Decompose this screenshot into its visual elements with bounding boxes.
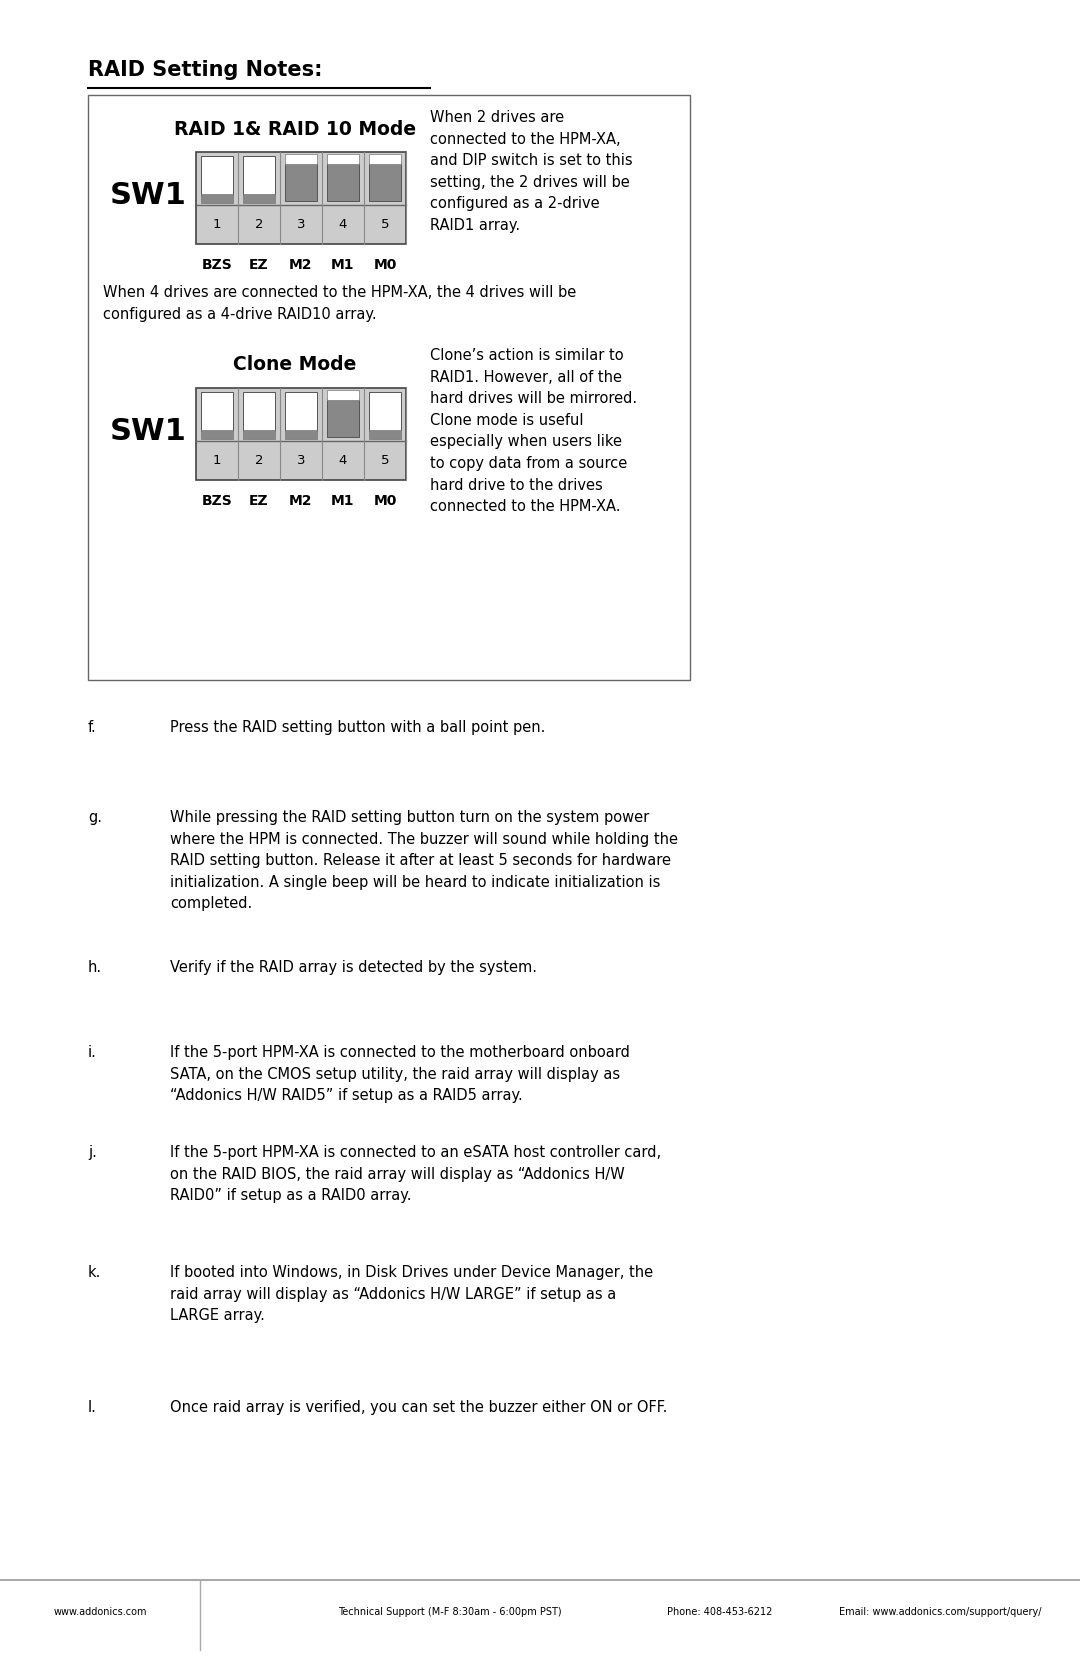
- Text: EZ: EZ: [249, 259, 269, 272]
- Bar: [327, 391, 359, 401]
- Text: Press the RAID setting button with a ball point pen.: Press the RAID setting button with a bal…: [170, 719, 545, 734]
- Text: 1: 1: [213, 454, 221, 467]
- Text: Verify if the RAID array is detected by the system.: Verify if the RAID array is detected by …: [170, 960, 537, 975]
- Bar: [243, 392, 275, 431]
- Text: j.: j.: [87, 1145, 97, 1160]
- Bar: [243, 157, 275, 195]
- Bar: [327, 399, 359, 437]
- Text: 5: 5: [381, 219, 389, 232]
- Bar: [369, 429, 401, 439]
- Text: BZS: BZS: [202, 259, 232, 272]
- Text: M0: M0: [374, 259, 396, 272]
- Text: Email: www.addonics.com/support/query/: Email: www.addonics.com/support/query/: [839, 1607, 1041, 1617]
- Bar: [369, 392, 401, 431]
- Text: f.: f.: [87, 719, 97, 734]
- Bar: [327, 162, 359, 200]
- Bar: [285, 162, 316, 200]
- Bar: [87, 95, 690, 679]
- Text: M0: M0: [374, 494, 396, 507]
- Text: www.addonics.com: www.addonics.com: [53, 1607, 147, 1617]
- Text: i.: i.: [87, 1045, 97, 1060]
- Text: While pressing the RAID setting button turn on the system power
where the HPM is: While pressing the RAID setting button t…: [170, 809, 678, 911]
- Text: Technical Support (M-F 8:30am - 6:00pm PST): Technical Support (M-F 8:30am - 6:00pm P…: [338, 1607, 562, 1617]
- Text: SW1: SW1: [109, 180, 187, 210]
- Text: h.: h.: [87, 960, 103, 975]
- Text: M1: M1: [332, 494, 354, 507]
- Text: 1: 1: [213, 219, 221, 232]
- Text: Clone Mode: Clone Mode: [233, 355, 356, 374]
- Bar: [285, 154, 316, 164]
- Bar: [201, 392, 233, 431]
- Bar: [201, 194, 233, 204]
- Bar: [243, 194, 275, 204]
- Text: If the 5-port HPM-XA is connected to an eSATA host controller card,
on the RAID : If the 5-port HPM-XA is connected to an …: [170, 1145, 661, 1203]
- Text: 5: 5: [381, 454, 389, 467]
- Text: SW1: SW1: [109, 417, 187, 447]
- Bar: [285, 429, 316, 439]
- Text: 2: 2: [255, 454, 264, 467]
- Text: When 2 drives are
connected to the HPM-XA,
and DIP switch is set to this
setting: When 2 drives are connected to the HPM-X…: [430, 110, 633, 234]
- Text: Clone’s action is similar to
RAID1. However, all of the
hard drives will be mirr: Clone’s action is similar to RAID1. Howe…: [430, 349, 637, 514]
- Bar: [243, 429, 275, 439]
- Text: When 4 drives are connected to the HPM-XA, the 4 drives will be
configured as a : When 4 drives are connected to the HPM-X…: [103, 285, 577, 322]
- Bar: [201, 157, 233, 195]
- Text: M2: M2: [289, 259, 313, 272]
- Text: If the 5-port HPM-XA is connected to the motherboard onboard
SATA, on the CMOS s: If the 5-port HPM-XA is connected to the…: [170, 1045, 630, 1103]
- Text: 3: 3: [297, 219, 306, 232]
- Bar: [195, 152, 406, 244]
- Text: EZ: EZ: [249, 494, 269, 507]
- Bar: [369, 154, 401, 164]
- Text: BZS: BZS: [202, 494, 232, 507]
- Text: M2: M2: [289, 494, 313, 507]
- Bar: [195, 387, 406, 481]
- Text: 4: 4: [339, 219, 347, 232]
- Text: 2: 2: [255, 219, 264, 232]
- Bar: [369, 162, 401, 200]
- Bar: [285, 392, 316, 431]
- Text: 3: 3: [297, 454, 306, 467]
- Text: M1: M1: [332, 259, 354, 272]
- Text: 4: 4: [339, 454, 347, 467]
- Text: Once raid array is verified, you can set the buzzer either ON or OFF.: Once raid array is verified, you can set…: [170, 1400, 667, 1415]
- Text: g.: g.: [87, 809, 102, 824]
- Text: Phone: 408-453-6212: Phone: 408-453-6212: [667, 1607, 772, 1617]
- Text: If booted into Windows, in Disk Drives under Device Manager, the
raid array will: If booted into Windows, in Disk Drives u…: [170, 1265, 653, 1324]
- Text: l.: l.: [87, 1400, 97, 1415]
- Bar: [201, 429, 233, 439]
- Bar: [327, 154, 359, 164]
- Text: k.: k.: [87, 1265, 102, 1280]
- Text: RAID Setting Notes:: RAID Setting Notes:: [87, 60, 323, 80]
- Text: RAID 1& RAID 10 Mode: RAID 1& RAID 10 Mode: [174, 120, 416, 139]
